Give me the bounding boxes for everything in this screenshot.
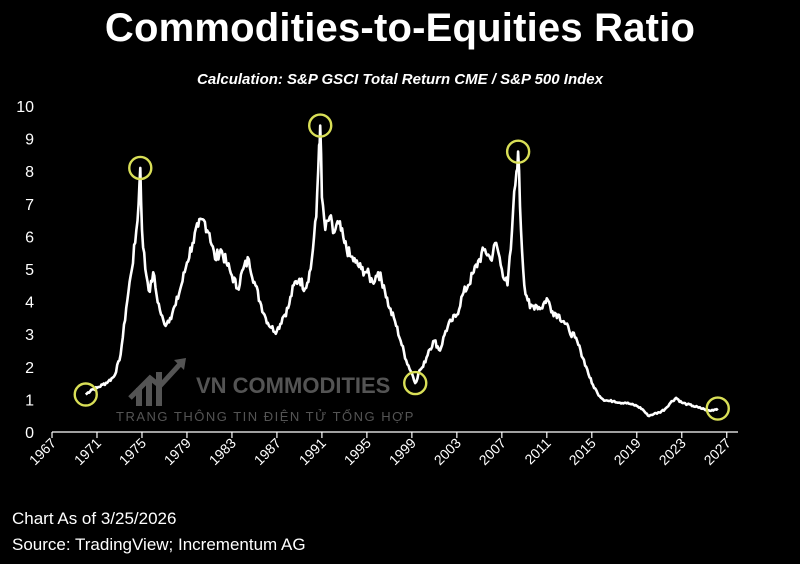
chart-title: Commodities-to-Equities Ratio (104, 6, 696, 50)
y-tick-label: 3 (25, 327, 34, 344)
x-axis-ticks: 1967 1971 1975 1979 1983 1987 1991 1995 1999 2003… (26, 432, 734, 468)
x-tick-label: 1979 (161, 435, 194, 468)
watermark-name: VN COMMODITIES (196, 373, 390, 398)
x-tick-label: 1987 (251, 435, 284, 468)
x-tick-label: 1971 (71, 435, 104, 468)
series-line-commodities-equities (84, 124, 719, 418)
y-axis-ticks: 0 1 2 3 4 5 6 7 8 9 10 (16, 99, 34, 442)
highlight-circle (505, 139, 531, 164)
x-tick-label: 2023 (656, 435, 689, 468)
y-tick-label: 0 (25, 425, 34, 442)
x-tick-label: 1991 (296, 435, 329, 468)
y-tick-label: 8 (25, 164, 34, 181)
x-tick-label: 1999 (386, 435, 419, 468)
x-tick-label: 2011 (521, 435, 554, 468)
x-tick-label: 2027 (701, 435, 734, 468)
highlight-circle (705, 396, 730, 421)
peak-highlights (73, 113, 730, 421)
highlight-circle (308, 113, 333, 138)
y-tick-label: 7 (25, 197, 34, 214)
x-tick-label: 1995 (341, 435, 374, 468)
watermark-logo-icon (128, 358, 186, 406)
y-tick-label: 10 (16, 99, 34, 116)
chart-subtitle: Calculation: S&P GSCI Total Return CME /… (197, 71, 603, 88)
x-tick-label: 1975 (116, 435, 149, 468)
y-tick-label: 4 (25, 295, 34, 312)
y-tick-label: 2 (25, 360, 34, 377)
y-tick-label: 9 (25, 132, 34, 149)
highlight-circle (73, 382, 98, 407)
y-tick-label: 1 (25, 392, 34, 409)
chart-date: Chart As of 3/25/2026 (12, 509, 177, 528)
x-tick-label: 2019 (611, 435, 644, 468)
x-tick-label: 2003 (431, 435, 464, 468)
watermark-tagline: TRANG THÔNG TIN ĐIỆN TỬ TỔNG HỢP (116, 409, 415, 424)
highlight-circle (128, 155, 153, 181)
y-tick-label: 6 (25, 229, 34, 246)
x-tick-label: 1983 (206, 435, 239, 468)
x-tick-label: 2015 (566, 435, 599, 468)
chart-source: Source: TradingView; Incrementum AG (12, 535, 306, 554)
highlight-circle (403, 370, 428, 396)
x-tick-label: 2007 (476, 435, 509, 468)
y-tick-label: 5 (25, 262, 34, 279)
watermark: VN COMMODITIES TRANG THÔNG TIN ĐIỆN TỬ T… (116, 358, 415, 424)
